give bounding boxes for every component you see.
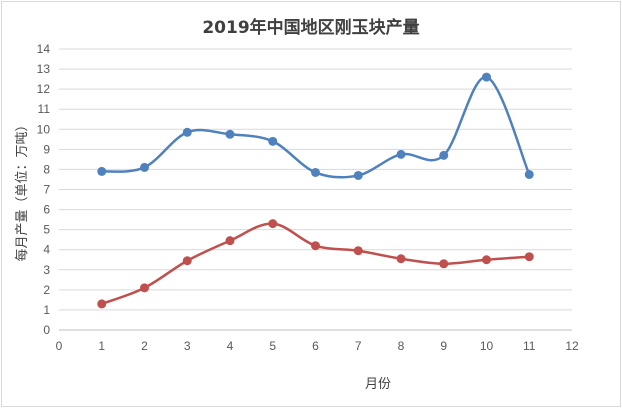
data-point bbox=[140, 162, 149, 172]
data-point bbox=[140, 283, 149, 293]
series-1 bbox=[97, 72, 534, 180]
y-tick-label: 0 bbox=[43, 323, 50, 337]
data-point bbox=[225, 129, 235, 139]
data-point bbox=[97, 166, 107, 176]
x-tick-label: 5 bbox=[269, 339, 276, 353]
data-point bbox=[182, 256, 192, 266]
data-point bbox=[396, 149, 406, 159]
x-tick-label: 1 bbox=[98, 339, 105, 353]
x-tick-label: 6 bbox=[312, 339, 319, 353]
x-tick-label: 9 bbox=[440, 339, 447, 353]
y-axis-label: 每月产量（单位：万吨） bbox=[14, 118, 30, 261]
x-tick-label: 3 bbox=[184, 339, 191, 353]
x-tick-label: 2 bbox=[141, 339, 148, 353]
y-tick-label: 12 bbox=[37, 82, 51, 96]
y-tick-label: 14 bbox=[37, 42, 51, 56]
y-tick-label: 9 bbox=[43, 142, 50, 156]
series-line-1 bbox=[100, 75, 531, 179]
data-point bbox=[268, 219, 278, 229]
chart-title: 2019年中国地区刚玉块产量 bbox=[202, 17, 419, 38]
data-point bbox=[482, 255, 491, 265]
y-tick-label: 10 bbox=[37, 122, 51, 136]
data-point bbox=[353, 246, 363, 256]
data-point bbox=[439, 259, 449, 269]
y-tick-label: 6 bbox=[43, 203, 50, 217]
y-tick-label: 13 bbox=[37, 62, 51, 76]
x-tick-label: 4 bbox=[227, 339, 234, 353]
data-point bbox=[225, 236, 235, 246]
x-tick-label: 12 bbox=[565, 339, 579, 353]
data-point bbox=[439, 150, 449, 160]
series-2 bbox=[97, 219, 534, 309]
y-tick-label: 8 bbox=[43, 162, 50, 176]
data-point bbox=[524, 252, 534, 262]
y-tick-label: 5 bbox=[43, 223, 50, 237]
x-tick-label: 7 bbox=[355, 339, 362, 353]
data-point bbox=[182, 127, 192, 137]
data-point bbox=[353, 170, 363, 180]
x-tick-label: 11 bbox=[523, 339, 536, 353]
data-point bbox=[524, 169, 534, 179]
data-point bbox=[97, 299, 107, 309]
data-point bbox=[396, 254, 406, 264]
y-tick-label: 4 bbox=[43, 243, 50, 257]
data-point bbox=[311, 241, 320, 251]
data-point bbox=[268, 136, 278, 146]
x-axis-label: 月份 bbox=[365, 377, 391, 392]
y-tick-label: 2 bbox=[43, 283, 50, 297]
y-tick-label: 11 bbox=[38, 102, 51, 116]
y-tick-label: 7 bbox=[43, 183, 50, 197]
y-tick-label: 1 bbox=[43, 303, 50, 317]
y-tick-label: 3 bbox=[43, 263, 50, 277]
data-point bbox=[311, 167, 320, 177]
data-point bbox=[482, 72, 491, 82]
x-tick-label: 0 bbox=[56, 339, 63, 353]
series-group bbox=[97, 72, 534, 309]
x-tick-label: 8 bbox=[398, 339, 405, 353]
x-tick-label: 10 bbox=[480, 339, 494, 353]
